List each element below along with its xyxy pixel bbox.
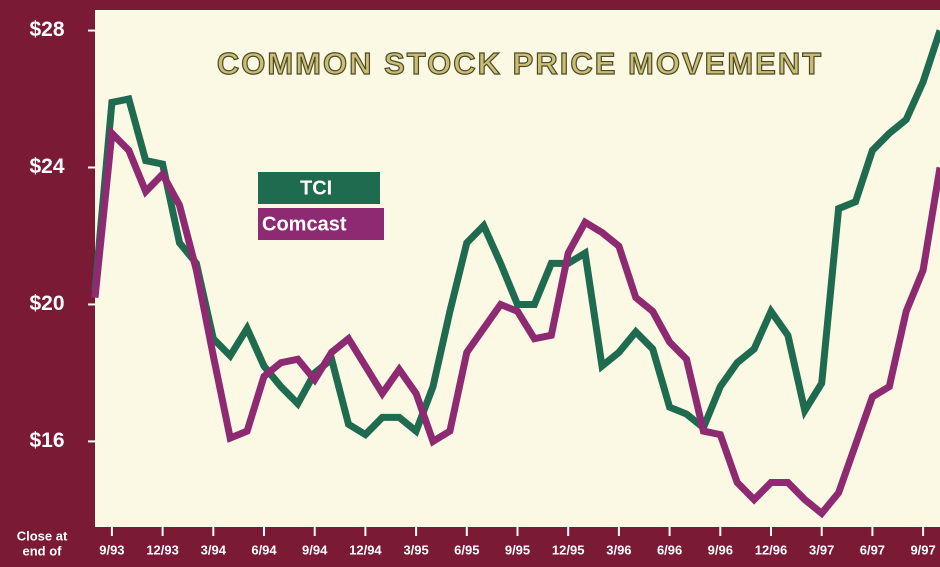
x-tick-label: 12/94 bbox=[349, 542, 382, 557]
y-tick-label: $24 bbox=[29, 155, 64, 178]
x-tick-label: 9/97 bbox=[910, 542, 935, 557]
x-tick-label: 6/96 bbox=[657, 542, 682, 557]
y-tick-label: $20 bbox=[29, 292, 64, 315]
x-tick-label: 6/97 bbox=[860, 542, 885, 557]
series-line bbox=[91, 125, 940, 519]
x-tick-label: 6/94 bbox=[251, 542, 277, 557]
x-tick-label: 9/93 bbox=[99, 542, 124, 557]
x-tick-label: 3/96 bbox=[606, 542, 631, 557]
x-tick-label: 3/94 bbox=[201, 542, 227, 557]
x-tick-label: 3/95 bbox=[403, 542, 428, 557]
x-tick-label: 9/95 bbox=[505, 542, 530, 557]
legend-swatch bbox=[258, 172, 380, 204]
legend-label: TCI bbox=[300, 177, 332, 199]
series-line bbox=[91, 29, 940, 440]
y-tick-label: $16 bbox=[29, 429, 64, 452]
x-tick-label: 3/97 bbox=[809, 542, 834, 557]
x-axis-label: Close at bbox=[17, 528, 68, 543]
x-tick-label: 12/95 bbox=[552, 542, 585, 557]
x-axis-label: end of bbox=[23, 543, 63, 558]
chart-title: COMMON STOCK PRICE MOVEMENT bbox=[217, 46, 823, 81]
x-tick-label: 12/93 bbox=[146, 542, 179, 557]
y-tick-label: $28 bbox=[29, 18, 64, 41]
legend-label: Comcast bbox=[262, 213, 347, 235]
plot-area bbox=[95, 10, 940, 527]
legend-swatch bbox=[258, 208, 384, 240]
x-tick-label: 6/95 bbox=[454, 542, 479, 557]
x-tick-label: 9/94 bbox=[302, 542, 328, 557]
x-tick-label: 9/96 bbox=[708, 542, 733, 557]
x-tick-label: 12/96 bbox=[755, 542, 788, 557]
